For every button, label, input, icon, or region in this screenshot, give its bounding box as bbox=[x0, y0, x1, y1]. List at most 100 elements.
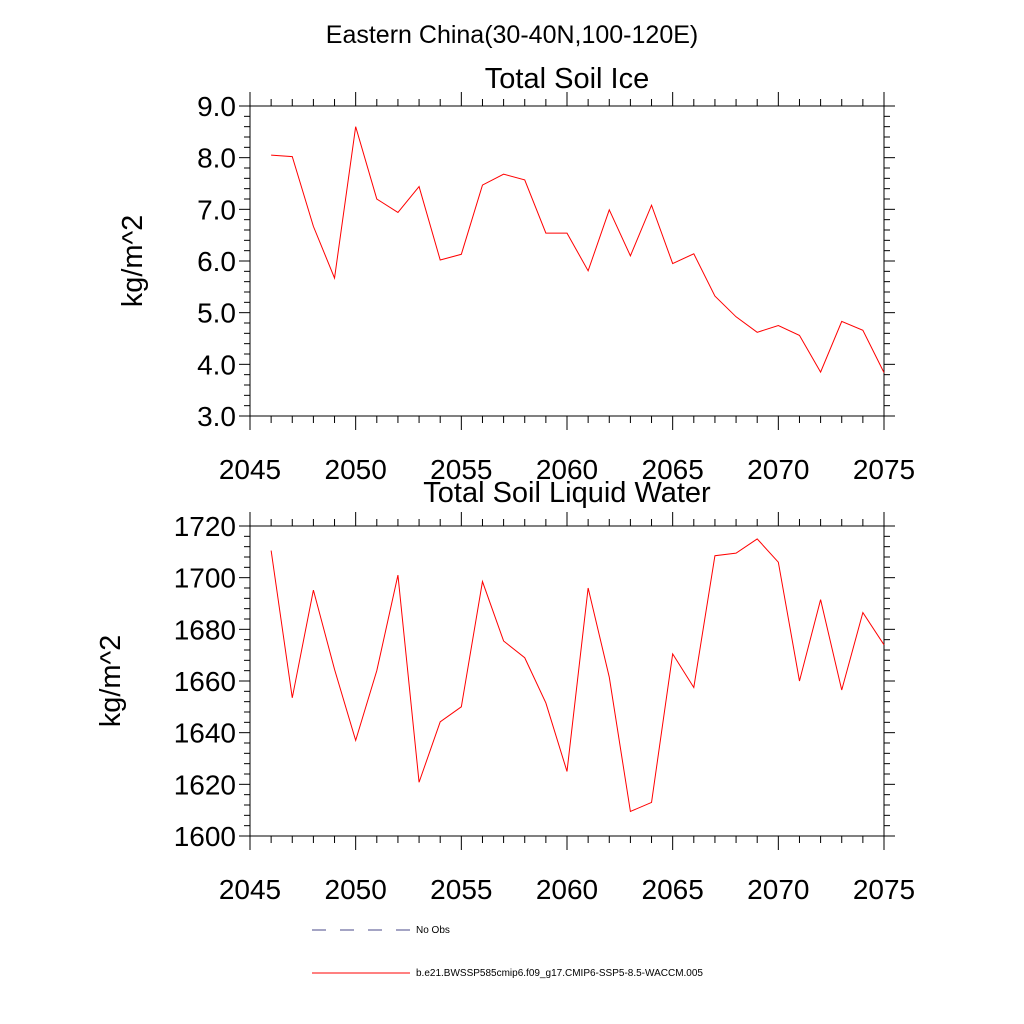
x-tick-label: 2045 bbox=[219, 454, 281, 485]
data-point bbox=[630, 255, 632, 257]
panel-total-soil-liquid-water: Total Soil Liquid Water 1600 1620 1640 1660 1… bbox=[95, 477, 915, 905]
x-tick-label: 2075 bbox=[853, 874, 915, 905]
data-point bbox=[883, 372, 885, 374]
data-point bbox=[461, 706, 463, 708]
x-tick-label: 2075 bbox=[853, 454, 915, 485]
data-point bbox=[376, 198, 378, 200]
panel-title: Total Soil Ice bbox=[485, 63, 649, 95]
y-tick-label: 1700 bbox=[174, 563, 236, 594]
data-point bbox=[820, 599, 822, 601]
y-tick-label: 1720 bbox=[174, 511, 236, 542]
data-point bbox=[545, 702, 547, 704]
x-tick-label: 2060 bbox=[536, 454, 598, 485]
data-point bbox=[841, 689, 843, 691]
data-point bbox=[587, 270, 589, 272]
y-tick-label: 1620 bbox=[174, 769, 236, 800]
data-point bbox=[566, 771, 568, 773]
data-point bbox=[355, 126, 357, 128]
series-line bbox=[270, 538, 885, 813]
data-point bbox=[651, 802, 653, 804]
x-tick-label: 2070 bbox=[747, 874, 809, 905]
x-tick-label: 2045 bbox=[219, 874, 281, 905]
data-point bbox=[693, 253, 695, 255]
y-tick-label: 9.0 bbox=[197, 91, 236, 122]
data-point bbox=[291, 697, 293, 699]
data-point bbox=[270, 154, 272, 156]
y-axis-label: kg/m^2 bbox=[117, 215, 149, 308]
data-point bbox=[482, 184, 484, 186]
figure-suptitle: Eastern China(30-40N,100-120E) bbox=[326, 21, 698, 49]
data-point bbox=[503, 173, 505, 175]
panel-title: Total Soil Liquid Water bbox=[423, 477, 711, 509]
data-point bbox=[608, 676, 610, 678]
data-point bbox=[735, 552, 737, 554]
data-point bbox=[313, 226, 315, 228]
data-point bbox=[672, 653, 674, 655]
data-point bbox=[883, 644, 885, 646]
x-tick-label: 2055 bbox=[430, 454, 492, 485]
plot-frame bbox=[249, 105, 885, 417]
data-point bbox=[545, 232, 547, 234]
y-tick-label: 1660 bbox=[174, 666, 236, 697]
data-point bbox=[439, 259, 441, 261]
panel-total-soil-ice: Total Soil Ice 3.0 4.0 5.0 6.0 7.0 8.0 9.0 2045 2… bbox=[117, 63, 915, 485]
y-tick-label: 1680 bbox=[174, 614, 236, 645]
data-point bbox=[714, 555, 716, 557]
data-point bbox=[630, 811, 632, 813]
x-tick-label: 2050 bbox=[325, 874, 387, 905]
x-tick-label: 2050 bbox=[325, 454, 387, 485]
data-point bbox=[461, 253, 463, 255]
data-point bbox=[756, 538, 758, 540]
data-point bbox=[841, 321, 843, 323]
data-point bbox=[799, 680, 801, 682]
y-tick-label: 7.0 bbox=[197, 194, 236, 225]
series-line bbox=[271, 126, 885, 374]
data-point bbox=[334, 669, 336, 671]
data-point bbox=[714, 295, 716, 297]
legend-label-model: b.e21.BWSSP585cmip6.f09_g17.CMIP6-SSP5-8… bbox=[416, 968, 703, 979]
data-point bbox=[799, 335, 801, 337]
data-point bbox=[291, 156, 293, 158]
data-point bbox=[376, 670, 378, 672]
data-point bbox=[693, 687, 695, 689]
x-tick-label: 2070 bbox=[747, 454, 809, 485]
data-point bbox=[778, 325, 780, 327]
y-tick-label: 1640 bbox=[174, 718, 236, 749]
data-point bbox=[820, 371, 822, 373]
data-point bbox=[778, 561, 780, 563]
y-tick-label: 6.0 bbox=[197, 246, 236, 277]
y-tick-label: 5.0 bbox=[197, 298, 236, 329]
plot-frame bbox=[249, 525, 885, 837]
data-point bbox=[587, 587, 589, 589]
data-point bbox=[735, 316, 737, 318]
data-point bbox=[566, 232, 568, 234]
data-point bbox=[439, 721, 441, 723]
data-point bbox=[651, 204, 653, 206]
data-point bbox=[418, 186, 420, 188]
data-point bbox=[313, 589, 315, 591]
data-point bbox=[524, 179, 526, 181]
data-point bbox=[355, 740, 357, 742]
y-axis-label: kg/m^2 bbox=[95, 635, 127, 728]
data-point bbox=[672, 263, 674, 265]
y-tick-label: 8.0 bbox=[197, 143, 236, 174]
data-point bbox=[503, 640, 505, 642]
data-point bbox=[482, 581, 484, 583]
legend: No Obs b.e21.BWSSP585cmip6.f09_g17.CMIP6… bbox=[312, 925, 703, 979]
data-point bbox=[397, 574, 399, 576]
data-point bbox=[397, 212, 399, 214]
y-tick-label: 1600 bbox=[174, 821, 236, 852]
data-point bbox=[756, 332, 758, 334]
data-point bbox=[418, 781, 420, 783]
y-tick-label: 4.0 bbox=[197, 349, 236, 380]
data-point bbox=[608, 209, 610, 211]
legend-label-no-obs: No Obs bbox=[416, 925, 450, 936]
data-point bbox=[862, 612, 864, 614]
data-point bbox=[524, 657, 526, 659]
x-tick-label: 2065 bbox=[642, 454, 704, 485]
x-tick-label: 2055 bbox=[430, 874, 492, 905]
y-tick-label: 3.0 bbox=[197, 401, 236, 432]
x-tick-label: 2060 bbox=[536, 874, 598, 905]
data-point bbox=[862, 329, 864, 331]
